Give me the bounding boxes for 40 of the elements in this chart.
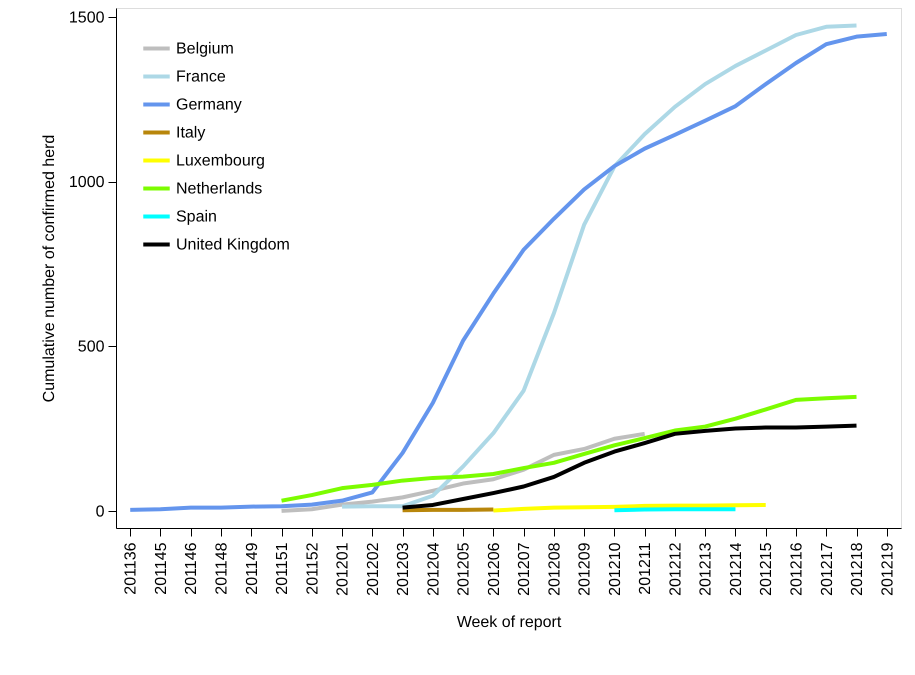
x-tick-label: 201148: [214, 542, 231, 595]
x-tick-label: 201209: [576, 542, 594, 596]
y-tick-label: 1000: [68, 174, 105, 192]
x-tick-label: 201152: [304, 542, 322, 595]
x-tick-label: 201207: [516, 542, 534, 596]
x-tick-label: 201211: [637, 542, 654, 595]
legend-label: Netherlands: [176, 180, 262, 198]
x-tick-label: 201146: [183, 542, 200, 595]
x-tick-label: 201216: [788, 542, 806, 596]
x-axis-title: Week of report: [456, 614, 562, 631]
x-tick-label: 201217: [818, 542, 836, 596]
y-tick-label: 0: [96, 503, 105, 520]
legend-label: Spain: [176, 208, 217, 226]
x-tick-label: 201145: [152, 542, 170, 595]
x-tick-label: 201202: [364, 542, 382, 596]
x-tick-label: 201151: [274, 542, 292, 595]
x-tick-label: 201213: [698, 542, 715, 596]
x-tick-label: 201149: [244, 542, 261, 595]
x-tick-label: 201206: [486, 542, 503, 596]
x-tick-label: 201205: [456, 542, 473, 596]
legend-label: United Kingdom: [176, 236, 290, 254]
x-tick-label: 201204: [425, 542, 442, 596]
x-tick-label: 201201: [334, 542, 352, 596]
x-tick-label: 201219: [879, 542, 896, 596]
x-tick-label: 201136: [122, 542, 140, 595]
y-tick-label: 1500: [68, 9, 105, 26]
x-tick-label: 201215: [758, 542, 776, 596]
x-tick-label: 201203: [395, 542, 412, 596]
x-tick-label: 201208: [546, 542, 564, 596]
x-tick-label: 201210: [606, 542, 624, 596]
legend-label: France: [176, 68, 226, 86]
legend-label: Luxembourg: [176, 152, 265, 170]
y-tick-label: 500: [78, 338, 105, 356]
y-axis-title: Cumulative number of confirmed herd: [40, 134, 58, 402]
x-tick-label: 201218: [849, 542, 866, 596]
legend-label: Belgium: [176, 40, 234, 58]
legend-label: Italy: [176, 124, 206, 142]
legend-label: Germany: [176, 96, 242, 114]
x-tick-label: 201212: [667, 542, 684, 596]
x-tick-label: 201214: [728, 542, 745, 596]
